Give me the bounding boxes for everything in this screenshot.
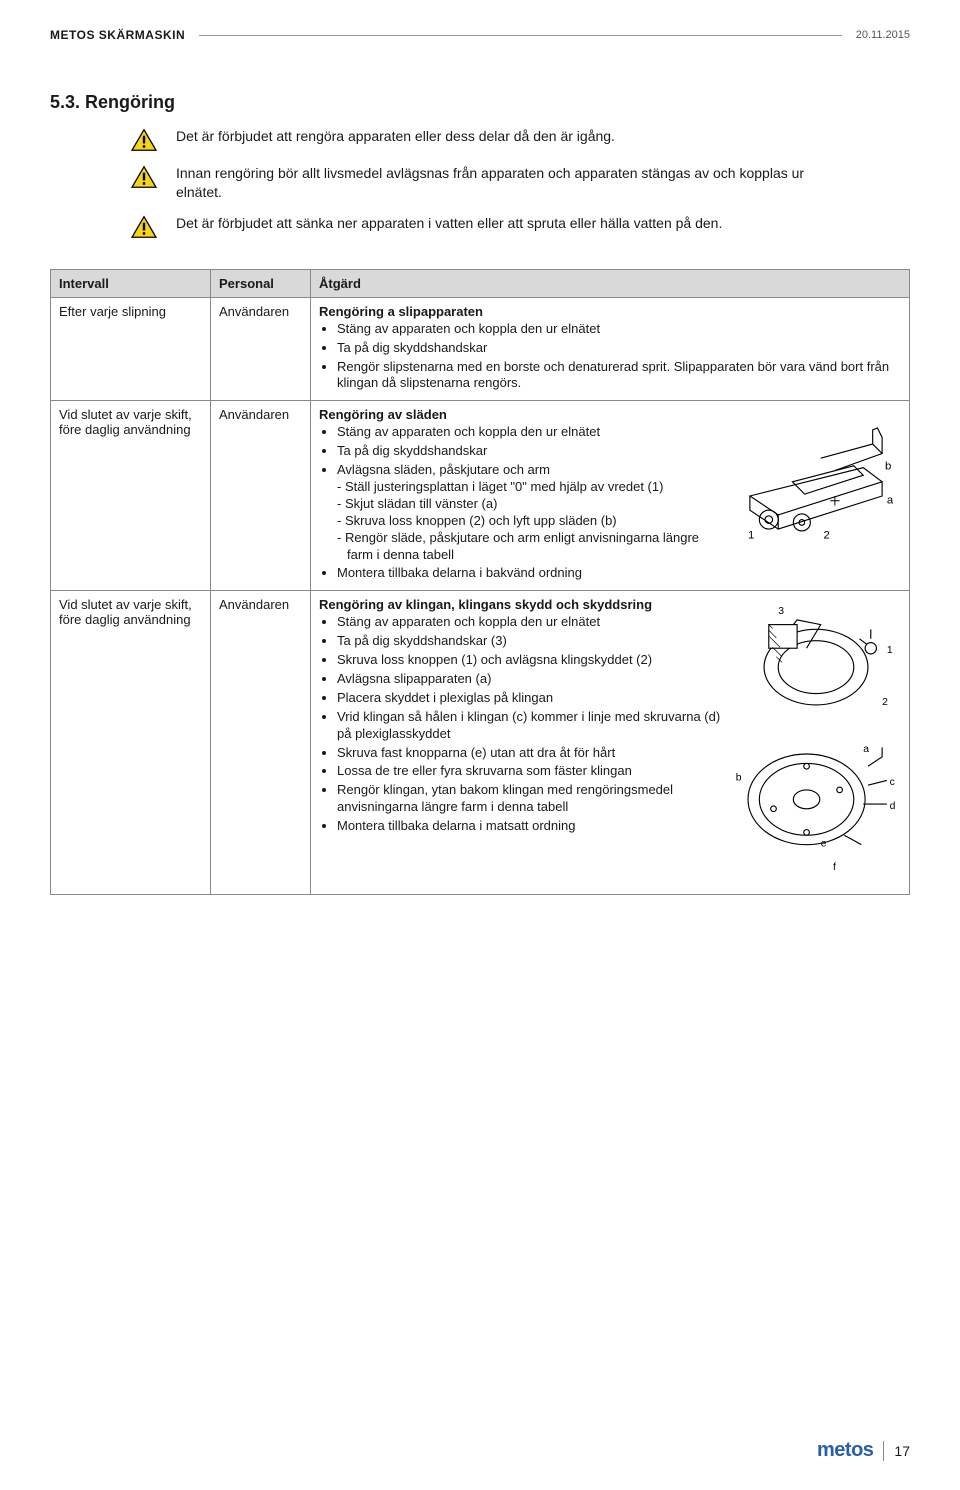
brand-logo: metos <box>817 1439 873 1462</box>
warning-text: Det är förbjudet att rengöra apparaten e… <box>176 127 615 146</box>
bullet: Ta på dig skyddshandskar (3) <box>337 633 721 650</box>
bullet: Stäng av apparaten och koppla den ur eln… <box>337 424 721 441</box>
warning-row: Det är förbjudet att rengöra apparaten e… <box>130 127 910 152</box>
page-number: 17 <box>894 1443 910 1459</box>
action-bullets: Stäng av apparaten och koppla den ur eln… <box>337 614 721 835</box>
bullet: Avlägsna slipapparaten (a) <box>337 671 721 688</box>
bullet: Placera skyddet i plexiglas på klingan <box>337 690 721 707</box>
fig-label: b <box>885 461 891 473</box>
bullet: Vrid klingan så hålen i klingan (c) komm… <box>337 709 721 743</box>
section-heading: 5.3. Rengöring <box>50 92 910 113</box>
sub-bullet: - Ställ justeringsplattan i läget "0" me… <box>347 479 721 496</box>
warning-text: Det är förbjudet att sänka ner apparaten… <box>176 214 722 233</box>
doc-date: 20.11.2015 <box>856 29 910 41</box>
warning-row: Innan rengöring bör allt livsmedel avläg… <box>130 164 910 202</box>
action-text: Rengöring av släden Stäng av apparaten o… <box>319 407 721 584</box>
bullet: Skruva loss knoppen (1) och avlägsna kli… <box>337 652 721 669</box>
figure-blade: 3 1 2 a b c d e f <box>731 597 901 887</box>
bullet: Lossa de tre eller fyra skruvarna som fä… <box>337 763 721 780</box>
fig-label: c <box>890 778 895 789</box>
bullet: Rengör klingan, ytan bakom klingan med r… <box>337 782 721 816</box>
cell-action: Rengöring av klingan, klingans skydd och… <box>311 591 910 894</box>
table-row: Efter varje slipning Användaren Rengörin… <box>51 297 910 401</box>
figure-carriage: 1 2 a b <box>731 407 901 584</box>
bullet: Ta på dig skyddshandskar <box>337 443 721 460</box>
fig-label: 2 <box>882 697 888 708</box>
fig-label: d <box>890 801 896 812</box>
warning-row: Det är förbjudet att sänka ner apparaten… <box>130 214 910 239</box>
bullet: Rengör slipstenarna med en borste och de… <box>337 359 901 393</box>
table-row: Vid slutet av varje skift, före daglig a… <box>51 591 910 894</box>
action-text: Rengöring av klingan, klingans skydd och… <box>319 597 721 887</box>
cell-personal: Användaren <box>211 591 311 894</box>
fig-label: f <box>833 863 836 874</box>
cell-action: Rengöring av släden Stäng av apparaten o… <box>311 401 910 591</box>
warning-text: Innan rengöring bör allt livsmedel avläg… <box>176 164 836 202</box>
fig-label: 1 <box>887 645 893 656</box>
cell-personal: Användaren <box>211 401 311 591</box>
table-row: Vid slutet av varje skift, före daglig a… <box>51 401 910 591</box>
bullet-text: Avlägsna släden, påskjutare och arm <box>337 462 550 477</box>
fig-label: b <box>736 773 742 784</box>
action-bullets: Stäng av apparaten och koppla den ur eln… <box>337 321 901 393</box>
action-title: Rengöring a slipapparaten <box>319 304 901 319</box>
warning-triangle-icon <box>130 165 158 189</box>
fig-label: e <box>821 839 827 850</box>
action-block: Rengöring a slipapparaten Stäng av appar… <box>319 304 901 393</box>
fig-label: 1 <box>748 530 754 542</box>
cell-personal: Användaren <box>211 297 311 401</box>
action-title: Rengöring av klingan, klingans skydd och… <box>319 597 721 612</box>
cell-interval: Efter varje slipning <box>51 297 211 401</box>
fig-label: a <box>887 495 894 507</box>
warning-triangle-icon <box>130 128 158 152</box>
footer-divider <box>883 1441 884 1461</box>
bullet: Ta på dig skyddshandskar <box>337 340 901 357</box>
maintenance-table: Intervall Personal Åtgärd Efter varje sl… <box>50 269 910 895</box>
bullet: Montera tillbaka delarna i bakvänd ordni… <box>337 565 721 582</box>
page-header: METOS SKÄRMASKIN 20.11.2015 <box>50 28 910 42</box>
col-header-action: Åtgärd <box>311 269 910 297</box>
action-block: Rengöring av klingan, klingans skydd och… <box>319 597 901 887</box>
blade-diagram-icon: 3 1 2 a b c d e f <box>731 601 901 884</box>
table-header-row: Intervall Personal Åtgärd <box>51 269 910 297</box>
bullet: Stäng av apparaten och koppla den ur eln… <box>337 321 901 338</box>
fig-label: a <box>863 744 869 755</box>
action-bullets: Stäng av apparaten och koppla den ur eln… <box>337 424 721 582</box>
col-header-interval: Intervall <box>51 269 211 297</box>
bullet: Stäng av apparaten och koppla den ur eln… <box>337 614 721 631</box>
page-footer: metos 17 <box>817 1439 910 1462</box>
cell-interval: Vid slutet av varje skift, före daglig a… <box>51 591 211 894</box>
bullet: Skruva fast knopparna (e) utan att dra å… <box>337 745 721 762</box>
cell-action: Rengöring a slipapparaten Stäng av appar… <box>311 297 910 401</box>
doc-title: METOS SKÄRMASKIN <box>50 28 185 42</box>
warning-list: Det är förbjudet att rengöra apparaten e… <box>130 127 910 239</box>
sub-bullet: - Skruva loss knoppen (2) och lyft upp s… <box>347 513 721 530</box>
cell-interval: Vid slutet av varje skift, före daglig a… <box>51 401 211 591</box>
bullet: Avlägsna släden, påskjutare och arm - St… <box>337 462 721 563</box>
carriage-diagram-icon: 1 2 a b <box>731 411 901 543</box>
action-title: Rengöring av släden <box>319 407 721 422</box>
bullet: Montera tillbaka delarna i matsatt ordni… <box>337 818 721 835</box>
fig-label: 3 <box>778 607 784 618</box>
fig-label: 2 <box>824 530 830 542</box>
section-title: Rengöring <box>85 92 175 112</box>
col-header-personal: Personal <box>211 269 311 297</box>
section-number: 5.3. <box>50 92 80 112</box>
header-rule <box>199 35 842 36</box>
action-block: Rengöring av släden Stäng av apparaten o… <box>319 407 901 584</box>
sub-bullet: - Skjut slädan till vänster (a) <box>347 496 721 513</box>
sub-bullet: - Rengör släde, påskjutare och arm enlig… <box>347 530 721 564</box>
warning-triangle-icon <box>130 215 158 239</box>
